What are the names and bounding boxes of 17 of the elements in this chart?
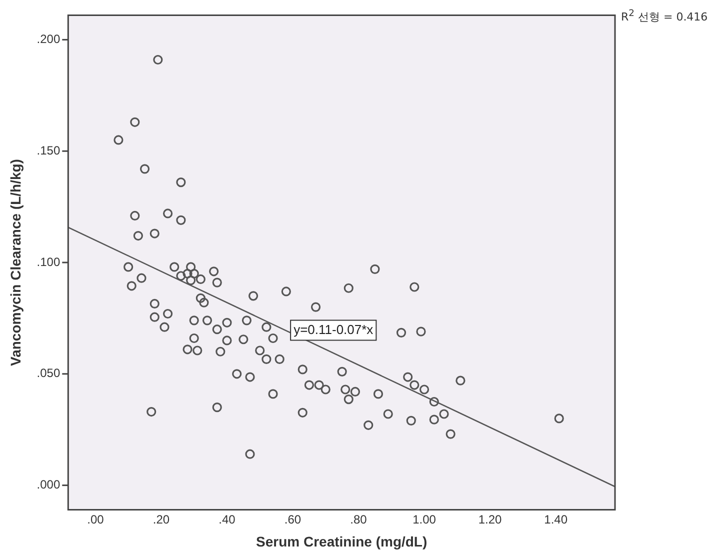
y-tick-label: .100 bbox=[36, 254, 60, 269]
y-axis-title: Vancomycin Clearance (L/h/kg) bbox=[7, 159, 24, 366]
x-tick-label: .40 bbox=[218, 512, 236, 526]
y-tick-label: .000 bbox=[36, 478, 60, 492]
x-tick-label: .80 bbox=[350, 512, 368, 526]
x-axis-title: Serum Creatinine (mg/dL) bbox=[256, 533, 428, 550]
y-tick-label: .150 bbox=[36, 143, 60, 158]
x-tick-label: .20 bbox=[152, 512, 170, 526]
x-tick-label: 1.20 bbox=[478, 512, 502, 526]
x-tick-label: 1.40 bbox=[544, 512, 568, 526]
annotation: y=0.11-0.07*x bbox=[294, 322, 374, 337]
text: R$^{2}$ 선형 = 0.416 bbox=[621, 8, 708, 25]
y-tick-label: .200 bbox=[36, 32, 60, 46]
y-tick-label: .050 bbox=[36, 366, 60, 380]
x-tick-label: .60 bbox=[284, 512, 302, 526]
x-tick-label: 1.00 bbox=[412, 512, 436, 526]
x-tick-label: .00 bbox=[87, 512, 104, 526]
